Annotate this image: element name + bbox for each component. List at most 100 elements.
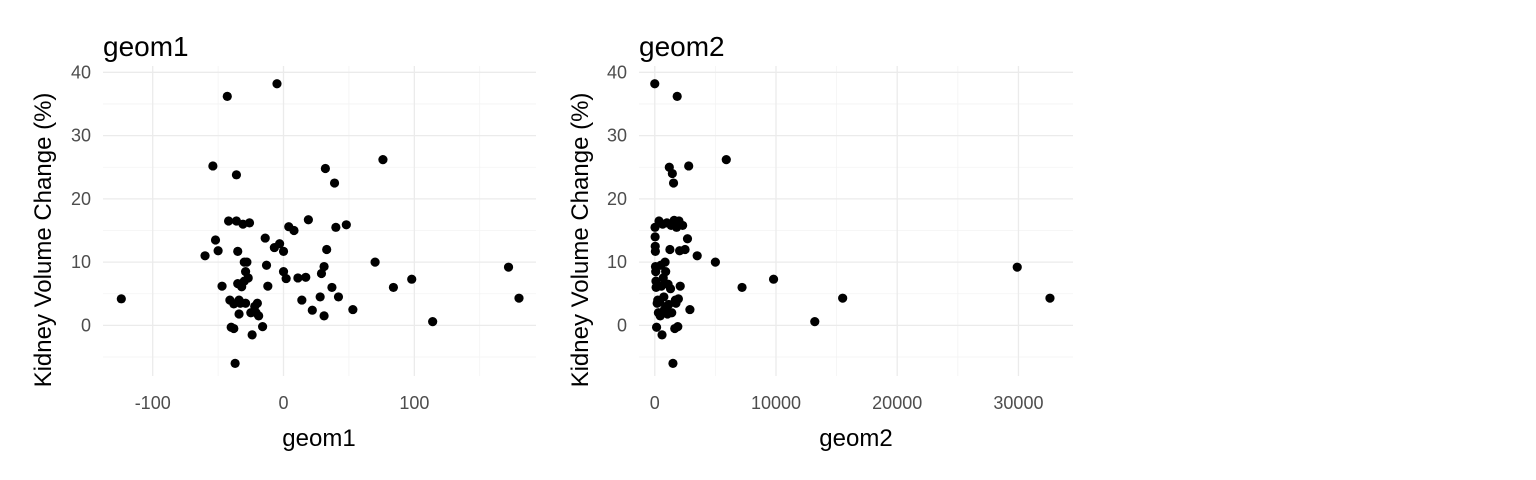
- grid-geom1: [103, 66, 536, 376]
- y-tick-label: 10: [607, 252, 627, 272]
- y-tick-label: 20: [607, 189, 627, 209]
- scatter-point: [333, 292, 344, 302]
- x-tick-label: 20000: [872, 393, 922, 413]
- scatter-point: [659, 292, 669, 302]
- y-tick-label: 10: [71, 252, 91, 272]
- scatter-point: [247, 330, 257, 340]
- scatter-point: [388, 282, 399, 293]
- scatter-point: [307, 305, 317, 315]
- scatter-point: [301, 272, 311, 282]
- points-geom1: [116, 79, 524, 368]
- x-tick-label: 0: [650, 393, 660, 413]
- scatter-point: [667, 308, 677, 318]
- scatter-point: [208, 161, 218, 171]
- scatter-point: [252, 298, 262, 308]
- scatter-point: [667, 168, 677, 179]
- scatter-point: [684, 161, 694, 171]
- scatter-point: [348, 304, 358, 315]
- y-tick-label: 0: [81, 315, 91, 335]
- scatter-point: [331, 222, 341, 232]
- scatter-point: [651, 322, 662, 332]
- scatter-point: [668, 358, 678, 368]
- scatter-point: [319, 261, 329, 272]
- scatter-point: [378, 155, 388, 165]
- scatter-point: [303, 215, 313, 225]
- scatter-point: [657, 330, 667, 340]
- scatter-point: [672, 91, 682, 101]
- scatter-point: [319, 311, 329, 321]
- scatter-point: [275, 239, 285, 249]
- scatter-point: [680, 244, 690, 255]
- scatter-point: [243, 273, 253, 283]
- scatter-point: [650, 246, 660, 256]
- scatter-point: [297, 295, 307, 305]
- scatter-point: [651, 267, 661, 277]
- scatter-point: [289, 225, 299, 236]
- scatter-point: [1045, 293, 1055, 303]
- x-tick-labels-geom1: -100 0 100: [135, 393, 430, 413]
- scatter-point: [240, 298, 251, 308]
- scatter-point: [675, 281, 685, 291]
- scatter-point: [329, 178, 340, 188]
- scatter-point: [710, 257, 720, 267]
- scatter-point: [272, 79, 282, 89]
- scatter-point: [685, 304, 695, 315]
- y-tick-label: 0: [617, 315, 627, 335]
- scatter-point: [230, 358, 240, 368]
- scatter-point: [231, 170, 242, 180]
- scatter-point: [370, 257, 380, 267]
- scatter-point: [261, 260, 272, 270]
- panel-geom1: 0 10 20 30 40 -100 0 100 geom1 geom1 Kidney Vo…: [30, 31, 536, 452]
- scatter-point: [217, 281, 227, 291]
- grid-geom2: [639, 66, 1073, 376]
- panel-geom2: 0 10 20 30 40 0 10000 20000 30000 geom2 geom2 K…: [567, 31, 1073, 452]
- scatter-point: [503, 262, 514, 272]
- y-tick-labels-geom2: 0 10 20 30 40: [607, 62, 627, 335]
- x-tick-label: 10000: [751, 393, 801, 413]
- y-axis-title-geom1: Kidney Volume Change (%): [30, 93, 57, 388]
- scatter-point: [233, 246, 243, 256]
- scatter-point: [810, 316, 820, 327]
- scatter-point: [665, 284, 676, 294]
- scatter-point: [737, 282, 747, 293]
- panel-title-geom1: geom1: [103, 31, 189, 62]
- scatter-point: [254, 311, 264, 321]
- scatter-point: [222, 91, 232, 101]
- scatter-point: [668, 178, 679, 188]
- scatter-point: [213, 246, 223, 256]
- scatter-point: [327, 282, 337, 293]
- scatter-point: [320, 163, 330, 174]
- scatter-point: [407, 274, 417, 284]
- scatter-point: [281, 273, 291, 284]
- scatter-point: [665, 244, 675, 255]
- scatter-point: [244, 218, 255, 228]
- y-axis-title-geom2: Kidney Volume Change (%): [567, 93, 594, 388]
- scatter-point: [678, 220, 688, 231]
- y-tick-label: 20: [71, 189, 91, 209]
- y-tick-labels-geom1: 0 10 20 30 40: [71, 62, 91, 335]
- x-axis-title-geom1: geom1: [282, 425, 355, 452]
- scatter-point: [260, 233, 270, 243]
- scatter-point: [234, 309, 244, 319]
- x-tick-labels-geom2: 0 10000 20000 30000: [650, 393, 1044, 413]
- y-tick-label: 40: [607, 62, 627, 82]
- scatter-point: [768, 274, 779, 284]
- y-tick-label: 40: [71, 62, 91, 82]
- y-tick-label: 30: [607, 126, 627, 146]
- scatter-point: [692, 251, 702, 261]
- scatter-point: [664, 299, 674, 310]
- scatter-point: [673, 294, 683, 304]
- x-tick-label: 30000: [993, 393, 1043, 413]
- scatter-point: [650, 79, 660, 89]
- scatter-point: [514, 293, 524, 303]
- scatter-point: [428, 316, 438, 327]
- scatter-point: [322, 244, 332, 255]
- scatter-point: [682, 234, 693, 244]
- scatter-point: [210, 235, 221, 245]
- scatter-point: [660, 257, 670, 267]
- scatter-point: [293, 273, 303, 283]
- scatter-point: [116, 294, 126, 304]
- scatter-point: [721, 155, 731, 165]
- scatter-point: [223, 216, 234, 226]
